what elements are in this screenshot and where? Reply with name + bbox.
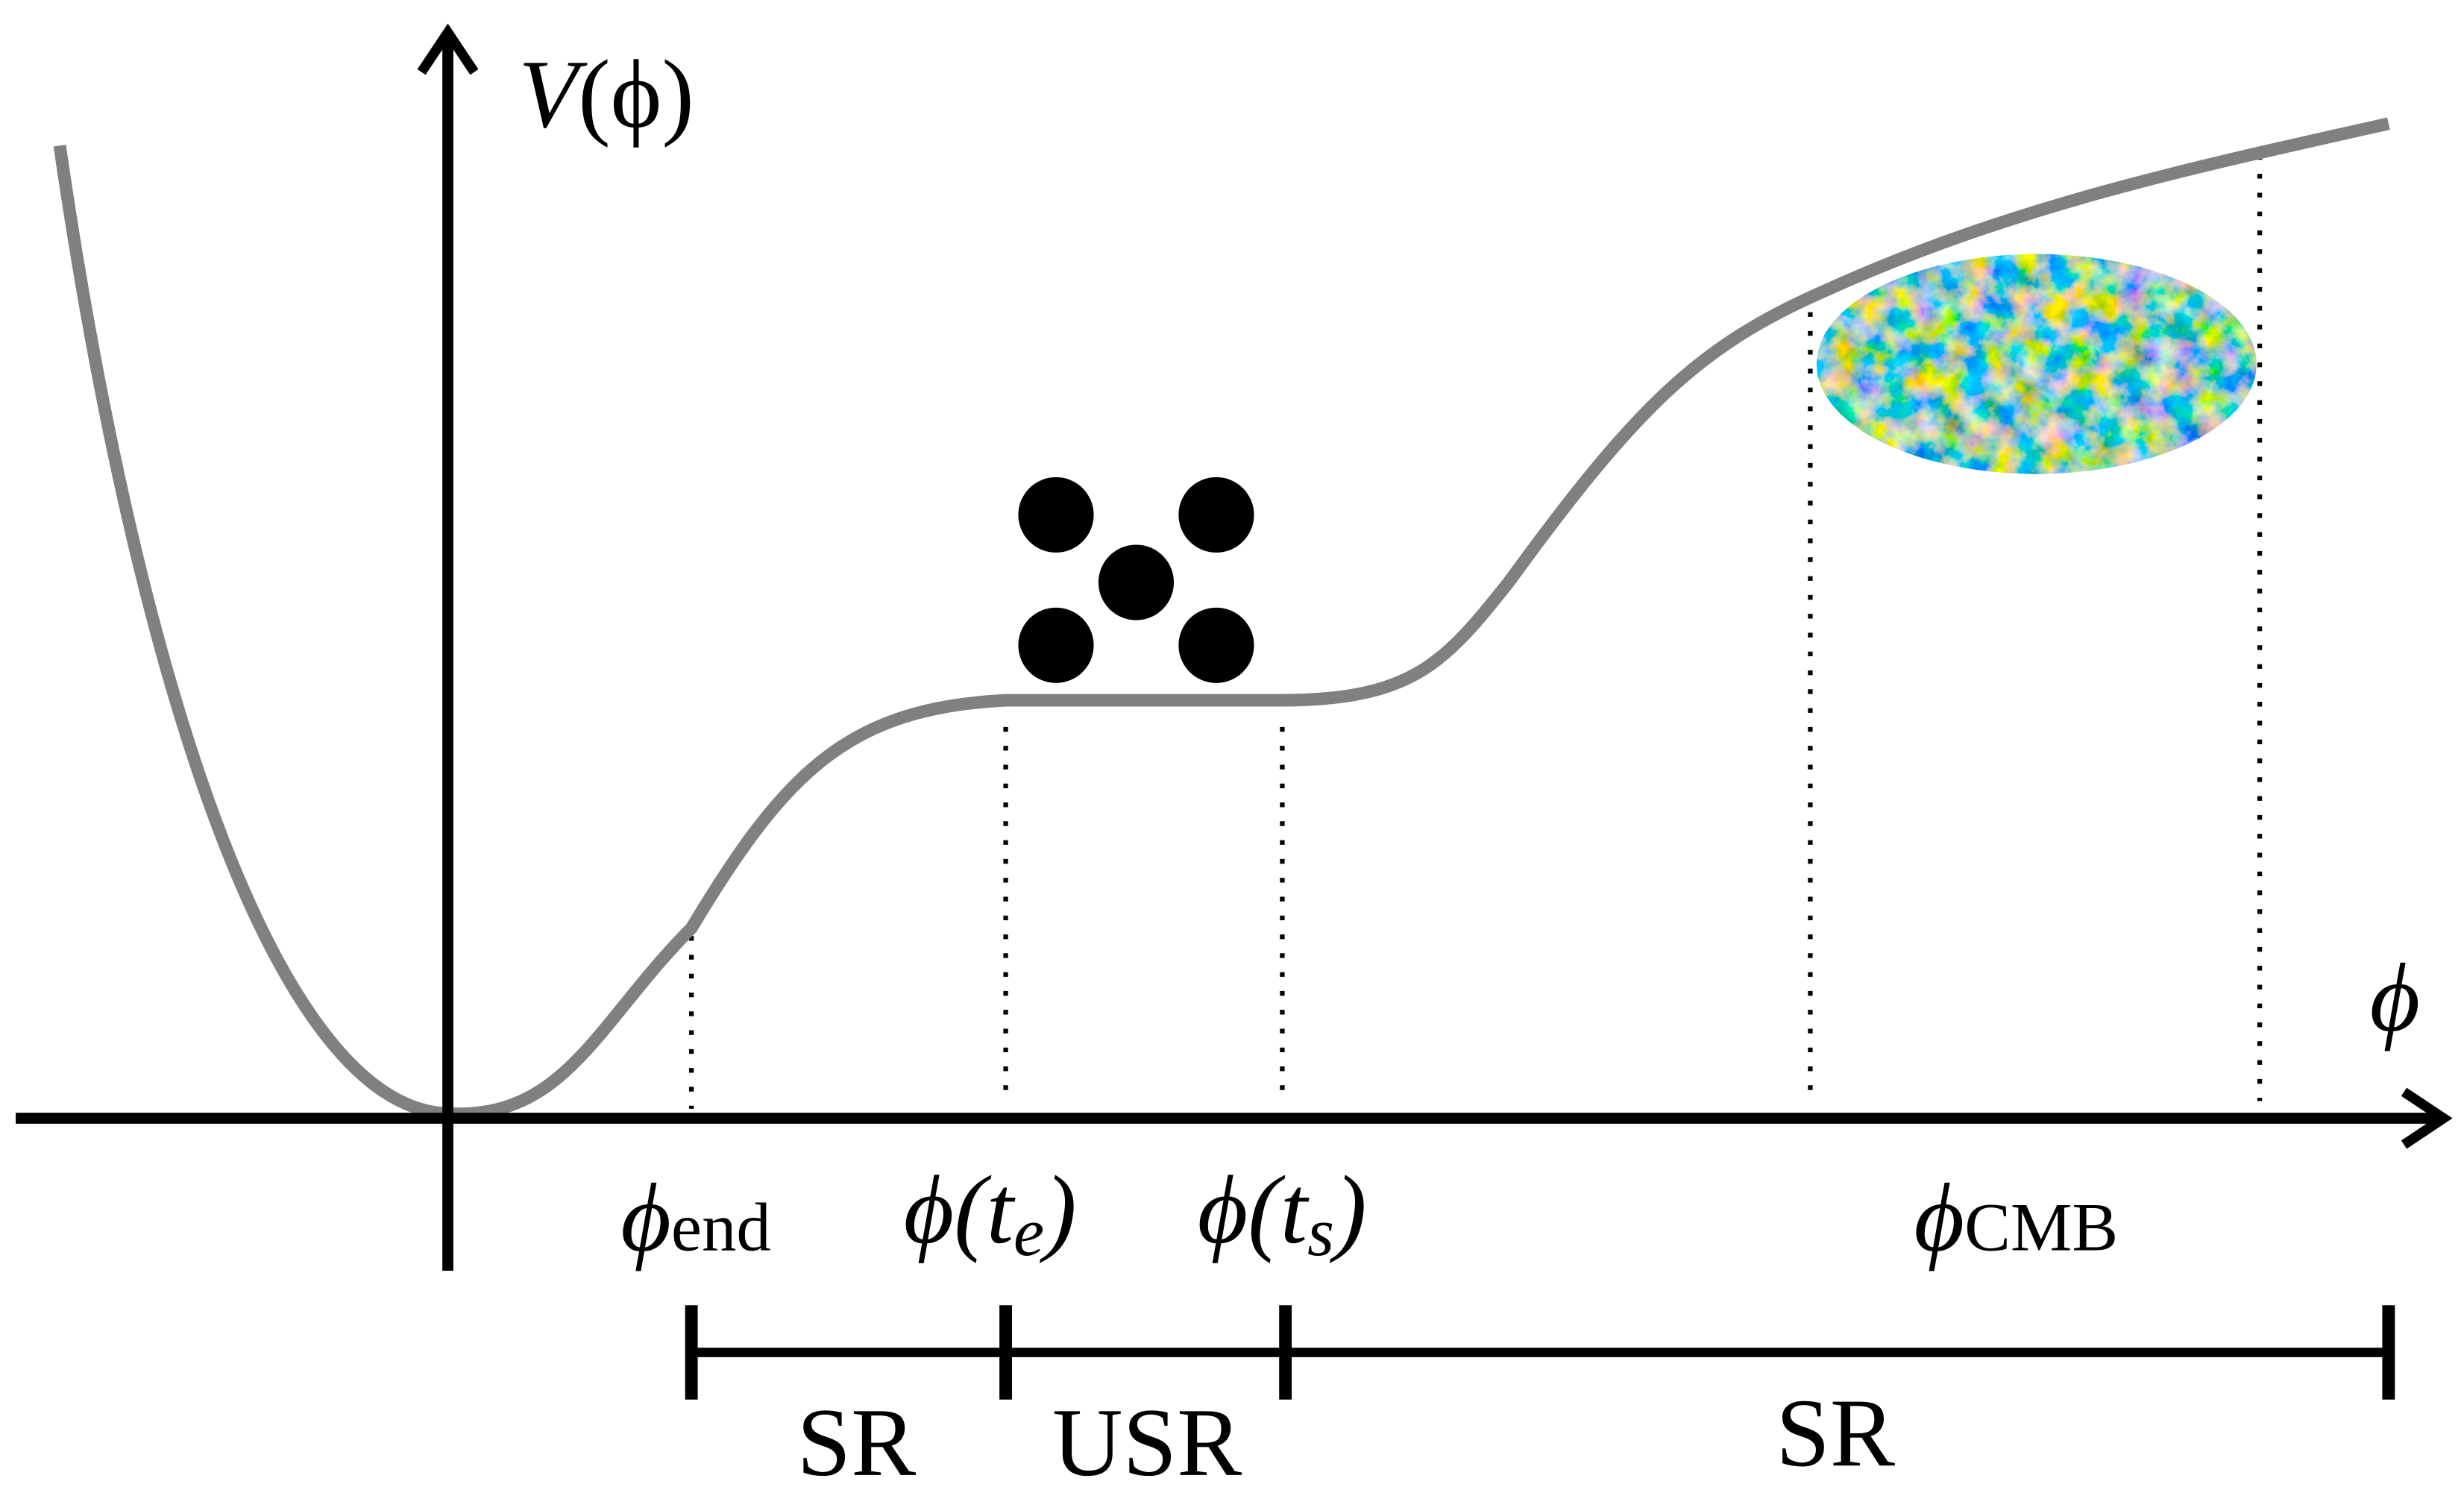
phase-label: SR xyxy=(1776,1380,1895,1487)
marker-subscript: CMB xyxy=(1964,1189,2118,1266)
y-axis-label: V(ϕ) xyxy=(518,41,694,148)
marker-label: ϕ(ts) xyxy=(1198,1157,1367,1271)
particle xyxy=(1178,608,1254,683)
particle xyxy=(1099,544,1174,620)
diagram: V(ϕ) ϕ ϕend ϕ(te) ϕ(ts) ϕCMB SR USR SR xyxy=(0,0,2464,1487)
marker-close: ) xyxy=(1329,1157,1367,1264)
y-axis-argument: (ϕ) xyxy=(578,41,694,148)
marker-symbol: ϕ(t xyxy=(1198,1157,1310,1264)
cmb-map xyxy=(1807,245,2271,488)
marker-symbol: ϕ(t xyxy=(904,1157,1016,1264)
marker-subscript: e xyxy=(1013,1194,1044,1271)
marker-subscript: s xyxy=(1307,1194,1334,1271)
marker-label: ϕ(te) xyxy=(904,1157,1077,1271)
particle xyxy=(1018,608,1093,683)
marker-label: ϕend xyxy=(620,1165,770,1272)
particles xyxy=(1018,477,1254,683)
marker-symbol: ϕ xyxy=(1914,1165,1965,1272)
marker-label: ϕCMB xyxy=(1914,1165,2119,1272)
x-axis-label: ϕ xyxy=(2370,945,2421,1052)
marker-subscript: end xyxy=(671,1189,771,1266)
marker-symbol: ϕ xyxy=(620,1165,671,1272)
particle xyxy=(1018,477,1093,553)
phase-label: SR xyxy=(797,1389,917,1487)
phase-bar xyxy=(691,1305,2389,1399)
phase-label: USR xyxy=(1052,1389,1242,1487)
marker-close: ) xyxy=(1039,1157,1077,1264)
cmb-texture xyxy=(1807,245,2271,488)
particle xyxy=(1178,477,1254,553)
